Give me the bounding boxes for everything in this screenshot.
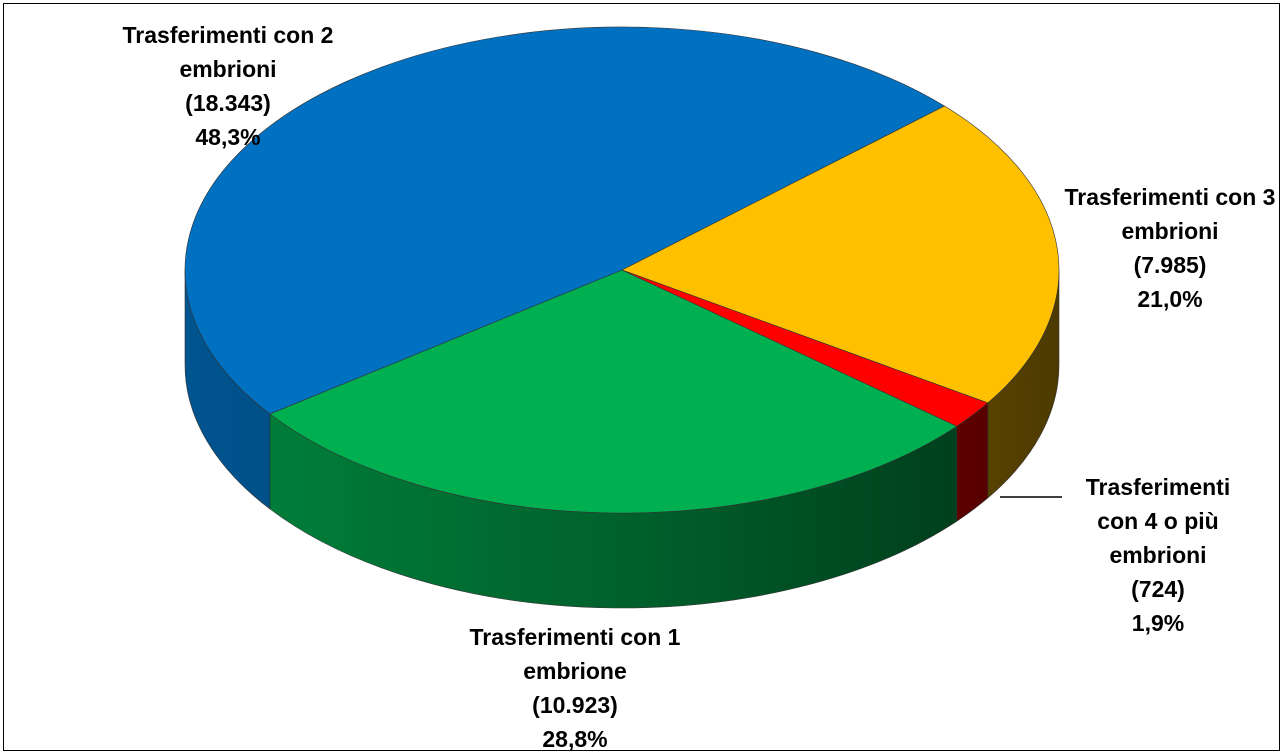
category-label: Trasferimenti con 3 embrioni xyxy=(1064,184,1276,244)
slice-label: Trasferimenti con 1 embrione (10.923) 28,8… xyxy=(455,620,695,756)
count-label: (18.343) xyxy=(185,90,271,116)
category-label: Trasferimenti con 4 o più embrioni xyxy=(1085,474,1231,568)
slice xyxy=(184,26,946,415)
slice-label: Trasferimenti con 2 embrioni (18.343) 48,3… xyxy=(108,18,348,154)
category-label: Trasferimenti con 1 embrione xyxy=(469,624,681,684)
value-label: 28,8% xyxy=(542,726,608,752)
value-label: 21,0% xyxy=(1137,286,1203,312)
slice-label: Trasferimenti con 4 o più embrioni (724) 1… xyxy=(1068,470,1248,640)
count-label: (724) xyxy=(1131,576,1185,602)
slice xyxy=(269,269,958,514)
category-label: Trasferimenti con 2 embrioni xyxy=(122,22,334,82)
count-label: (7.985) xyxy=(1133,252,1207,278)
slice xyxy=(621,105,1060,404)
slice-label: Trasferimenti con 3 embrioni (7.985) 21,0% xyxy=(1050,180,1285,316)
chart-frame xyxy=(3,3,1280,751)
value-label: 1,9% xyxy=(1131,610,1185,636)
value-label: 48,3% xyxy=(195,124,261,150)
count-label: (10.923) xyxy=(532,692,618,718)
slice xyxy=(621,269,989,427)
